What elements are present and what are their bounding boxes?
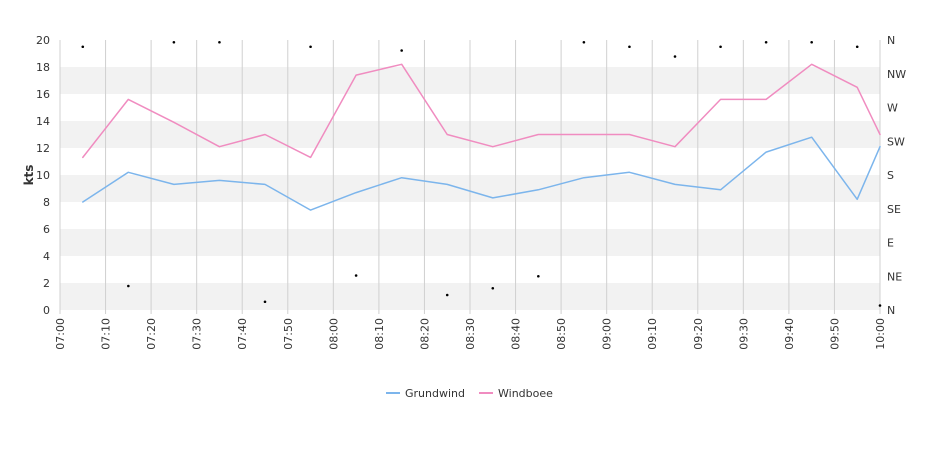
x-tick-label-0830: 08:30 — [464, 318, 477, 350]
y-tick-label-0: 0 — [43, 304, 50, 317]
x-tick-label-0940: 09:40 — [783, 318, 796, 350]
direction-point-0745 — [263, 300, 267, 304]
direction-point-0725 — [172, 40, 176, 44]
direction-tick-label-0: N — [887, 304, 895, 317]
y-tick-label-20: 20 — [36, 34, 50, 47]
x-axis: 07:00 07:10 07:20 07:30 07:40 07:50 08:00 08:10… — [54, 310, 887, 350]
x-tick-label-0810: 08:10 — [373, 318, 386, 350]
direction-tick-label-2: E — [887, 237, 894, 250]
direction-point-0715 — [127, 284, 130, 288]
y-axis-title: kts — [22, 165, 36, 186]
x-tick-label-0740: 07:40 — [236, 318, 249, 350]
direction-tick-label-1: NE — [887, 270, 902, 283]
x-tick-label-1000: 10:00 — [874, 318, 887, 350]
direction-point-0955 — [855, 45, 859, 49]
x-tick-label-0750: 07:50 — [282, 318, 295, 350]
direction-axis: N NE E SE S SW W NW N — [887, 34, 906, 317]
series-line-grundwind — [82, 136, 881, 211]
y-tick-label-6: 6 — [43, 223, 50, 236]
x-tick-label-0800: 08:00 — [327, 318, 340, 350]
x-tick-label-0920: 09:20 — [692, 318, 705, 350]
direction-tick-label-8: N — [887, 34, 895, 47]
direction-tick-label-3: SE — [887, 203, 901, 216]
direction-point-0945 — [810, 40, 813, 44]
direction-points — [81, 40, 882, 307]
x-tick-label-0930: 09:30 — [737, 318, 750, 350]
series-layer — [82, 63, 881, 211]
direction-point-0815 — [400, 49, 403, 52]
y-tick-label-18: 18 — [36, 61, 50, 74]
y-tick-label-16: 16 — [36, 88, 50, 101]
direction-point-0935 — [764, 40, 768, 44]
x-tick-label-0700: 07:00 — [54, 318, 67, 350]
direction-tick-label-4: S — [887, 169, 894, 182]
direction-point-0705 — [81, 45, 85, 49]
y-tick-label-10: 10 — [36, 169, 50, 182]
direction-tick-label-6: W — [887, 102, 898, 115]
vertical-gridlines — [59, 40, 881, 310]
direction-point-0835 — [491, 286, 495, 290]
legend-label-grundwind: Grundwind — [405, 387, 465, 400]
direction-point-0735 — [218, 40, 221, 44]
x-tick-label-0850: 08:50 — [555, 318, 568, 350]
direction-point-0825 — [445, 293, 449, 297]
y-axis: 0 2 4 6 8 10 12 14 16 18 20 — [36, 34, 50, 317]
y-tick-label-4: 4 — [43, 250, 50, 263]
x-tick-label-0900: 09:00 — [601, 318, 614, 350]
direction-point-0805 — [354, 274, 358, 277]
direction-point-0915 — [673, 55, 677, 58]
y-tick-label-12: 12 — [36, 142, 50, 155]
direction-tick-label-7: NW — [887, 68, 906, 81]
y-tick-label-8: 8 — [43, 196, 50, 209]
legend: Grundwind Windboee — [386, 387, 553, 400]
x-tick-label-0710: 07:10 — [100, 318, 113, 350]
direction-point-0905 — [628, 45, 631, 49]
direction-tick-label-5: SW — [887, 135, 905, 148]
series-line-windboee — [82, 63, 881, 159]
direction-point-0925 — [719, 45, 722, 49]
direction-point-0755 — [309, 45, 312, 49]
x-tick-label-0910: 09:10 — [646, 318, 659, 350]
direction-point-0855 — [582, 40, 586, 44]
y-tick-label-2: 2 — [43, 277, 50, 290]
x-tick-label-0840: 08:40 — [510, 318, 523, 350]
x-tick-label-0720: 07:20 — [145, 318, 158, 350]
x-tick-label-0950: 09:50 — [828, 318, 841, 350]
direction-point-0845 — [537, 274, 540, 278]
x-tick-label-0730: 07:30 — [191, 318, 204, 350]
x-tick-label-0820: 08:20 — [418, 318, 431, 350]
direction-point-1000 — [878, 304, 882, 307]
y-tick-label-14: 14 — [36, 115, 50, 128]
legend-label-windboee: Windboee — [498, 387, 553, 400]
